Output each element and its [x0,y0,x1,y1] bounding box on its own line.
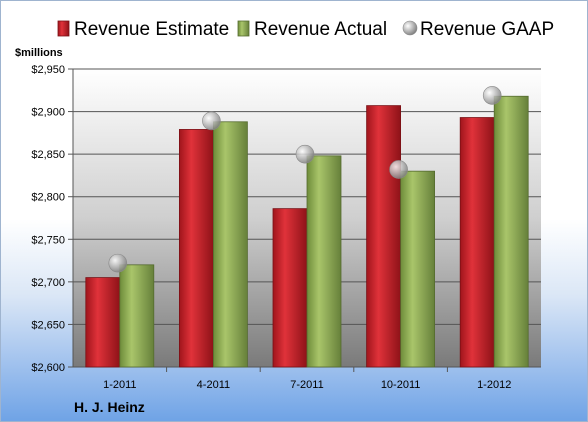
marker-revenue-gaap [389,160,408,179]
bar-revenue-estimate [459,117,495,368]
x-tick-label: 1-2011 [103,379,136,391]
legend-swatch [402,20,418,36]
bar-revenue-actual [212,121,248,368]
y-tick-label: $2,650 [31,319,65,331]
legend: Revenue Estimate Revenue Actual Revenue GA… [57,19,554,40]
legend-swatch [57,20,70,37]
marker-revenue-gaap [108,253,128,273]
y-tick-label: $2,750 [31,234,65,246]
y-tick-label: $2,600 [31,362,65,374]
marker-revenue-gaap [295,144,315,164]
x-tick-label: 1-2012 [477,379,511,391]
y-tick-label: $2,950 [31,64,65,76]
y-tick-label: $2,850 [31,149,65,161]
x-tick-label: 4-2011 [197,379,230,391]
bar-revenue-actual [400,170,436,368]
legend-label: Revenue Actual [254,19,387,40]
legend-label: Revenue GAAP [420,19,554,40]
y-axis-unit-label: $millions [15,47,63,59]
y-tick-label: $2,700 [31,277,65,289]
y-tick-label: $2,900 [31,107,65,119]
x-tick-label: 7-2011 [290,379,323,391]
bar-revenue-estimate [178,129,214,368]
bar-revenue-actual [119,264,155,368]
y-tick-label: $2,800 [31,192,65,204]
bar-revenue-estimate [85,277,121,368]
bar-revenue-estimate [272,208,308,368]
x-tick-label: 10-2011 [381,379,421,391]
company-name: H. J. Heinz [74,399,145,415]
plot-area: $2,600 $2,650 $2,700 $2,750 $2,800 $2,850 $2,9… [31,64,541,391]
bar-revenue-actual [493,95,529,368]
marker-revenue-gaap [202,111,221,131]
legend-swatch [237,20,250,37]
bar-revenue-actual [306,155,342,368]
bar-revenue-estimate [366,105,402,368]
marker-revenue-gaap [482,86,502,105]
legend-label: Revenue Estimate [74,19,229,40]
